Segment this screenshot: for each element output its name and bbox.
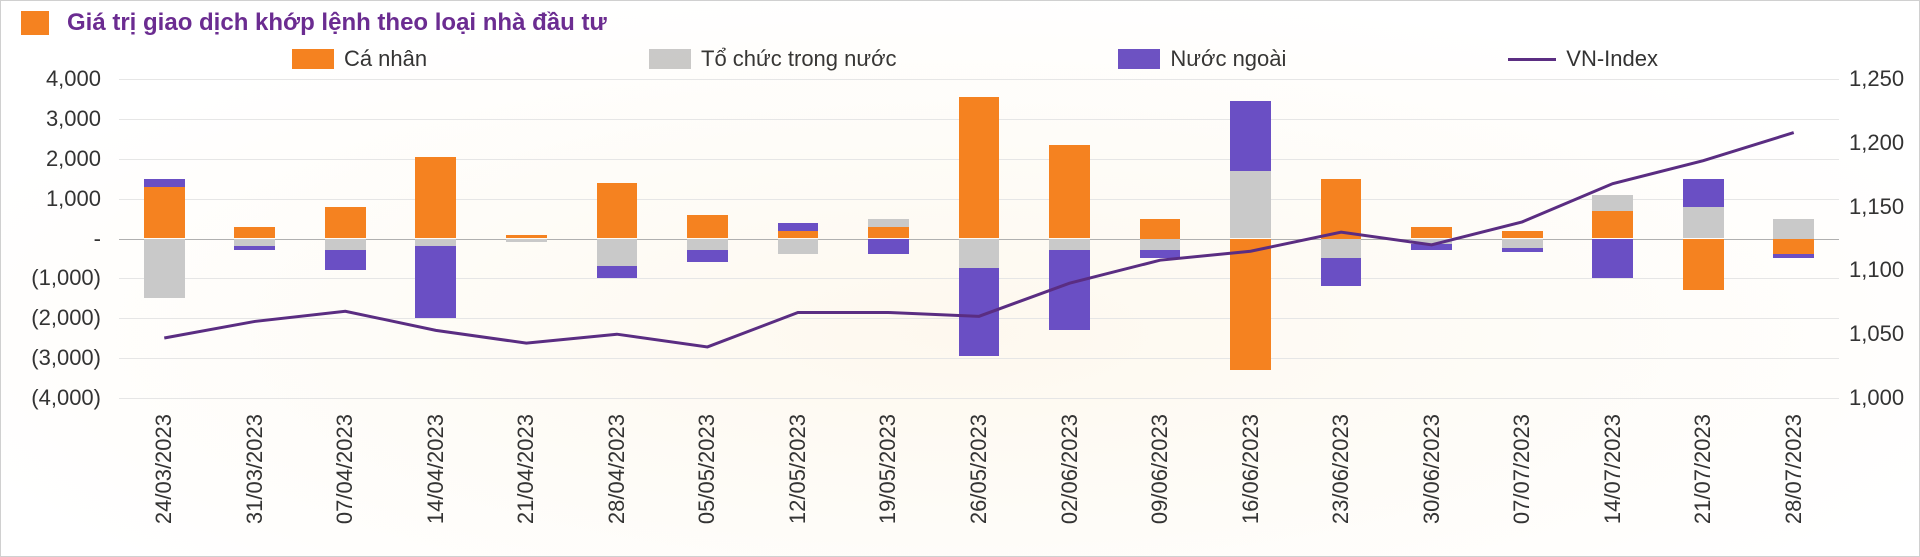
- legend-label: Nước ngoài: [1170, 46, 1286, 72]
- x-tick-label: 14/07/2023: [1600, 414, 1626, 524]
- plot-area: [119, 79, 1839, 398]
- x-tick-label: 07/04/2023: [332, 414, 358, 524]
- x-tick-label: 30/06/2023: [1419, 414, 1445, 524]
- y-axis-left: 4,0003,0002,0001,000-(1,000)(2,000)(3,00…: [1, 79, 111, 398]
- y-right-tick-label: 1,050: [1849, 321, 1904, 347]
- grid-line: [119, 398, 1839, 399]
- legend-label: Cá nhân: [344, 46, 427, 72]
- legend-swatch: [292, 49, 334, 69]
- y-right-tick-label: 1,200: [1849, 130, 1904, 156]
- y-left-tick-label: 3,000: [46, 106, 101, 132]
- y-left-tick-label: (1,000): [31, 265, 101, 291]
- y-left-tick-label: -: [94, 226, 101, 252]
- legend-item-ca-nhan: Cá nhân: [292, 46, 427, 72]
- x-tick-label: 14/04/2023: [423, 414, 449, 524]
- y-left-tick-label: 4,000: [46, 66, 101, 92]
- chart-title: Giá trị giao dịch khớp lệnh theo loại nh…: [67, 9, 607, 37]
- legend-item-nuoc-ngoai: Nước ngoài: [1118, 46, 1286, 72]
- legend-item-vn-index: VN-Index: [1508, 46, 1658, 72]
- chart-container: Giá trị giao dịch khớp lệnh theo loại nh…: [0, 0, 1920, 557]
- legend: Cá nhân Tổ chức trong nước Nước ngoài VN…: [1, 41, 1919, 77]
- x-tick-label: 31/03/2023: [242, 414, 268, 524]
- x-axis: 24/03/2023 31/03/2023 07/04/2023 14/04/2023…: [119, 406, 1839, 556]
- y-left-tick-label: (2,000): [31, 305, 101, 331]
- title-row: Giá trị giao dịch khớp lệnh theo loại nh…: [1, 1, 1919, 41]
- x-tick-label: 12/05/2023: [785, 414, 811, 524]
- legend-swatch: [1118, 49, 1160, 69]
- x-tick-label: 28/04/2023: [604, 414, 630, 524]
- x-tick-label: 16/06/2023: [1238, 414, 1264, 524]
- x-tick-label: 07/07/2023: [1509, 414, 1535, 524]
- y-left-tick-label: 1,000: [46, 186, 101, 212]
- x-tick-label: 21/07/2023: [1690, 414, 1716, 524]
- x-tick-label: 21/04/2023: [513, 414, 539, 524]
- y-axis-right: 1,2501,2001,1501,1001,0501,000: [1841, 79, 1919, 398]
- title-marker: [21, 11, 49, 35]
- y-right-tick-label: 1,150: [1849, 194, 1904, 220]
- legend-swatch: [649, 49, 691, 69]
- y-left-tick-label: (3,000): [31, 345, 101, 371]
- y-right-tick-label: 1,250: [1849, 66, 1904, 92]
- x-tick-label: 26/05/2023: [966, 414, 992, 524]
- y-left-tick-label: 2,000: [46, 146, 101, 172]
- y-right-tick-label: 1,100: [1849, 257, 1904, 283]
- vn-index-line: [119, 79, 1839, 398]
- x-tick-label: 24/03/2023: [151, 414, 177, 524]
- legend-item-to-chuc: Tổ chức trong nước: [649, 46, 897, 72]
- x-tick-label: 23/06/2023: [1328, 414, 1354, 524]
- x-tick-label: 19/05/2023: [875, 414, 901, 524]
- y-right-tick-label: 1,000: [1849, 385, 1904, 411]
- legend-label: Tổ chức trong nước: [701, 46, 897, 72]
- y-left-tick-label: (4,000): [31, 385, 101, 411]
- x-tick-label: 09/06/2023: [1147, 414, 1173, 524]
- x-tick-label: 02/06/2023: [1057, 414, 1083, 524]
- x-tick-label: 28/07/2023: [1781, 414, 1807, 524]
- legend-label: VN-Index: [1566, 46, 1658, 72]
- x-tick-label: 05/05/2023: [694, 414, 720, 524]
- legend-line: [1508, 58, 1556, 61]
